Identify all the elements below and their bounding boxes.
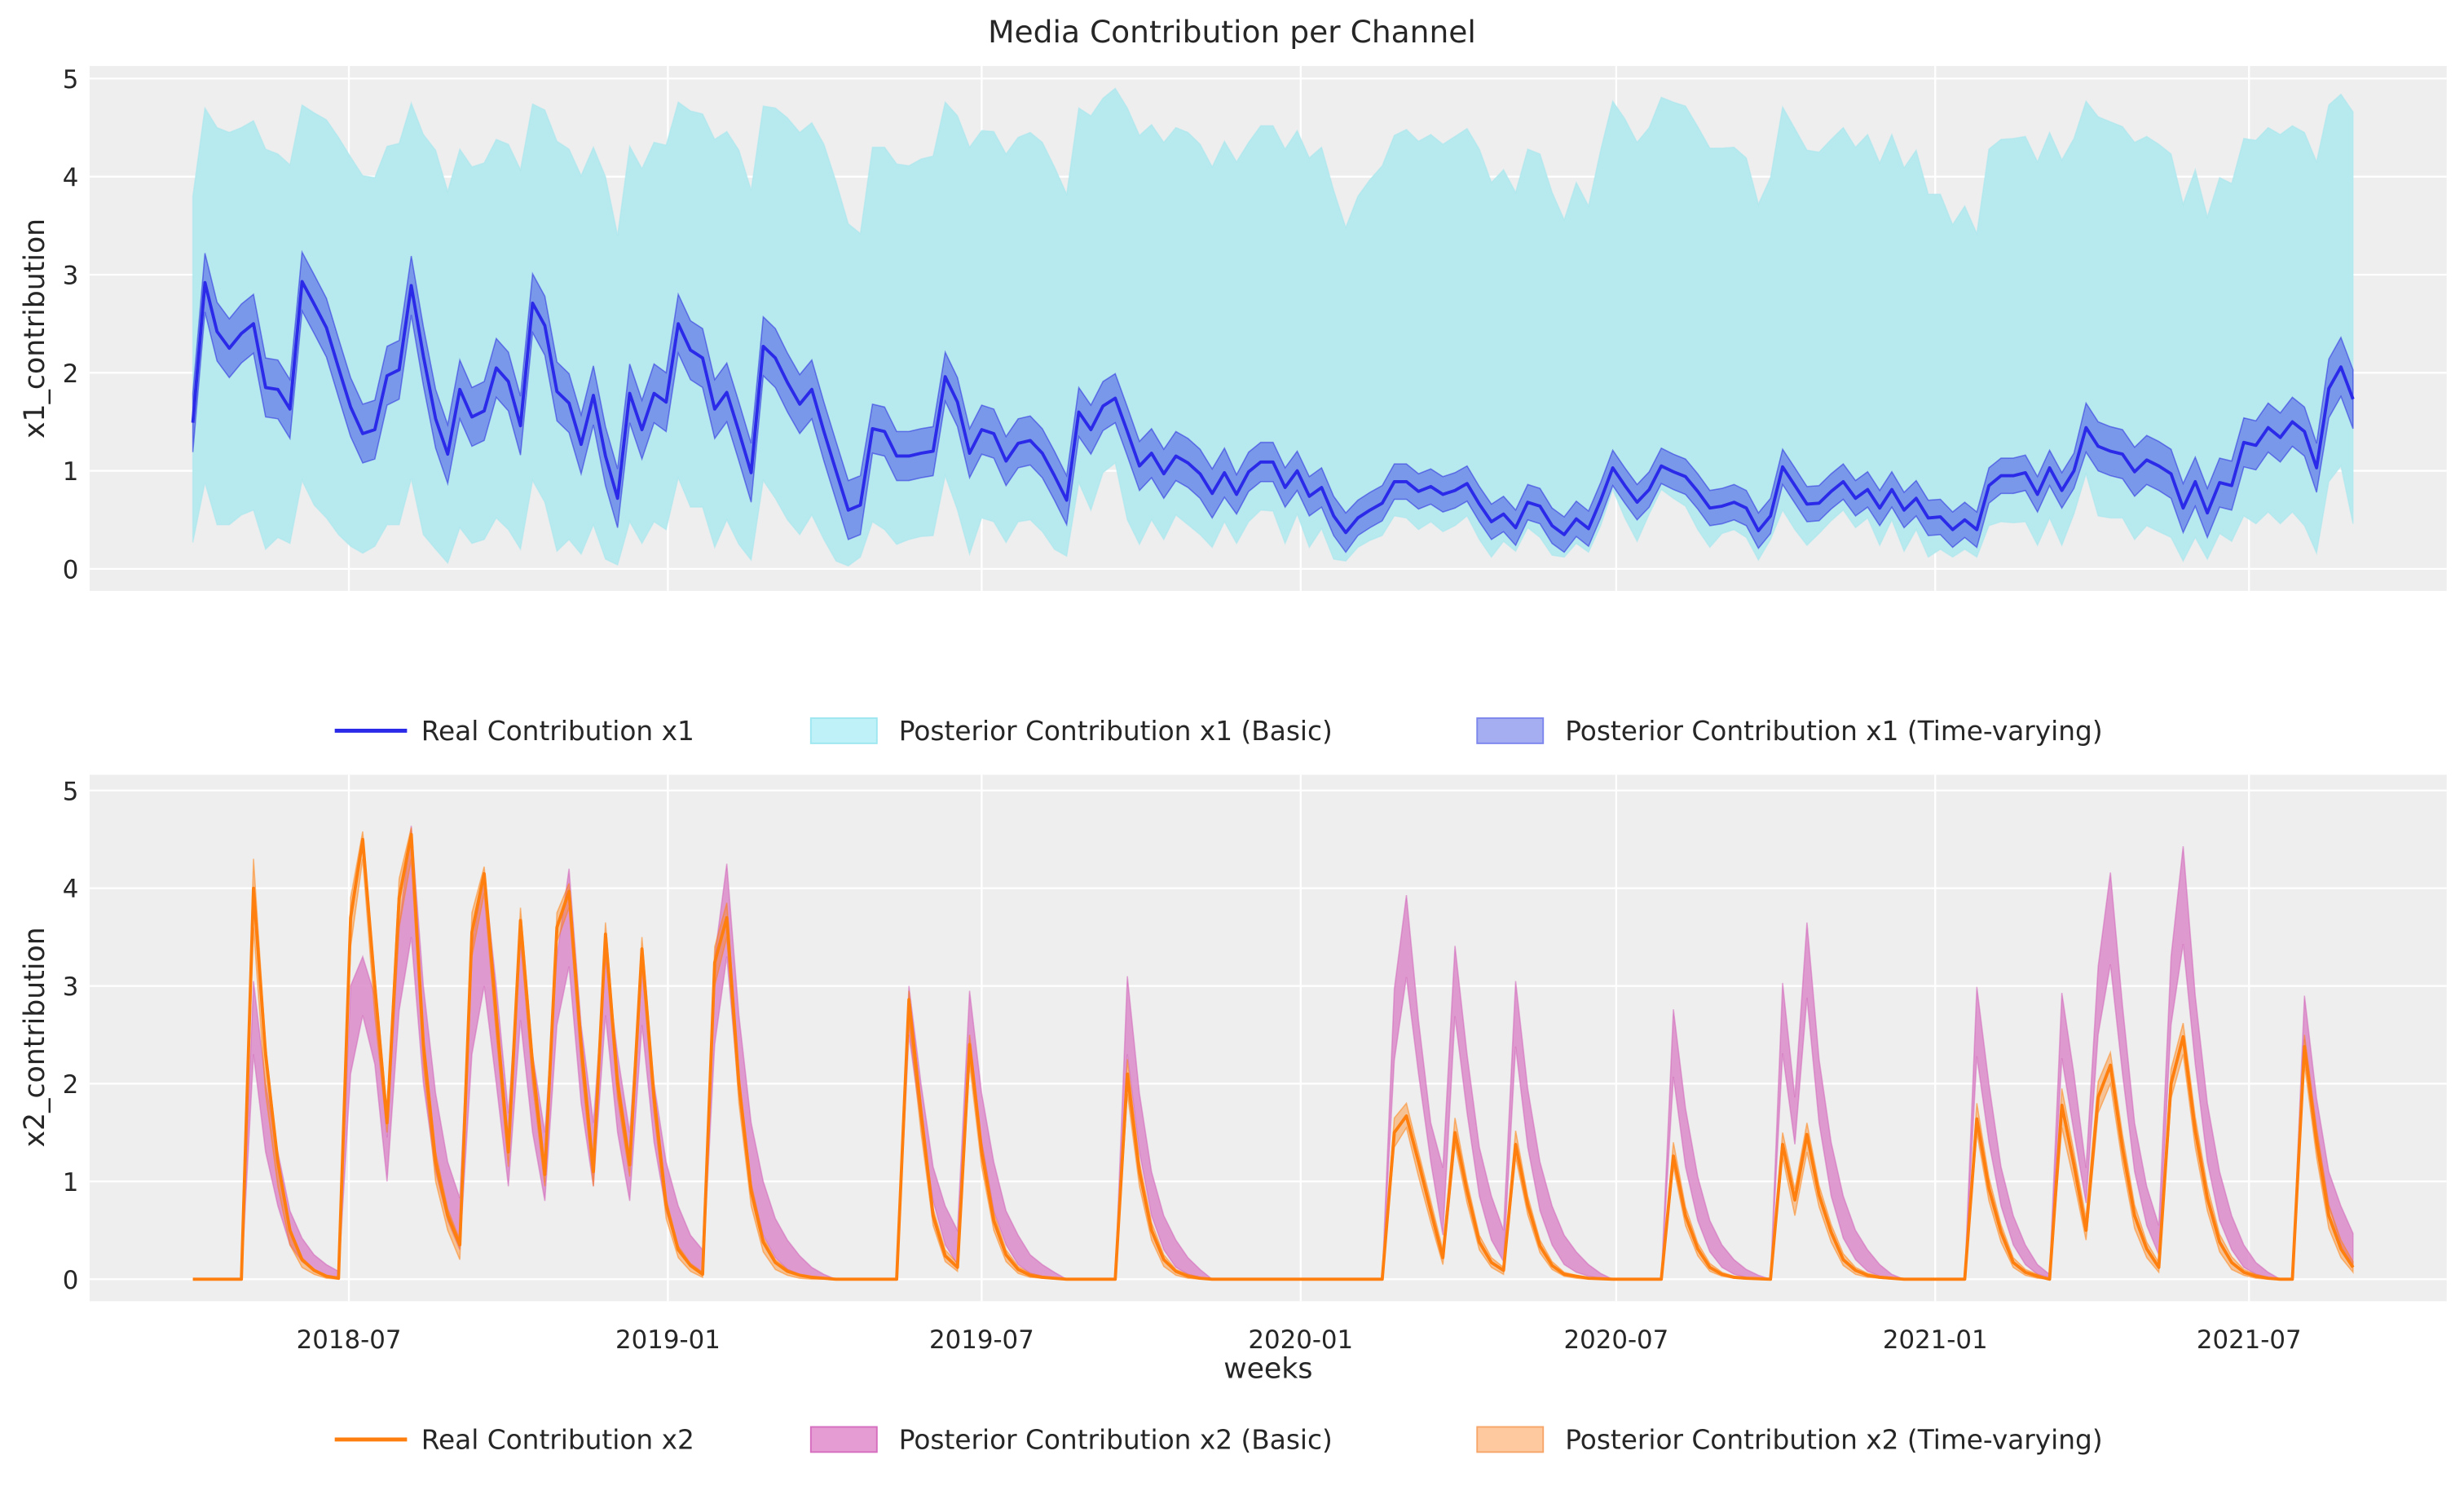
y-tick-label: 1: [63, 457, 79, 487]
x-tick-label: 2020-01: [1248, 1325, 1353, 1355]
legend-label-basic-x2: Posterior Contribution x2 (Basic): [899, 1425, 1333, 1456]
legend-x1: Real Contribution x1 Posterior Contribut…: [334, 716, 2103, 747]
x-tick-label: 2021-01: [1883, 1325, 1988, 1355]
line-real-contribution: [191, 280, 2355, 536]
series-marks: [192, 825, 2355, 1281]
y-tick-label: 3: [63, 262, 79, 291]
y-tick-labels: 0 1 2 3 4 5: [63, 777, 79, 1295]
y-tick-label: 5: [63, 65, 79, 95]
legend-label-tv-x2: Posterior Contribution x2 (Time-varying): [1565, 1425, 2102, 1456]
line-real-contribution: [192, 832, 2355, 1281]
y-tick-label: 2: [63, 1070, 79, 1100]
y-tick-label: 2: [63, 359, 79, 389]
band-basic-posterior: [192, 87, 2354, 567]
y-tick-label: 4: [63, 163, 79, 192]
legend-swatch-tv-x2: [1476, 1426, 1545, 1453]
legend-swatch-tv-x1: [1476, 717, 1545, 744]
y-tick-label: 5: [63, 777, 79, 806]
series-marks: [191, 87, 2355, 567]
y-tick-labels: 0 1 2 3 4 5: [63, 65, 79, 584]
legend-label-basic-x1: Posterior Contribution x1 (Basic): [899, 716, 1333, 747]
x-tick-labels: 2018-07 2019-01 2019-07 2020-01 2020-07 2021-…: [297, 1325, 2302, 1355]
x-axis-label: weeks: [1223, 1353, 1312, 1386]
x-tick-label: 2019-07: [929, 1325, 1034, 1355]
legend-x2: Real Contribution x2 Posterior Contribut…: [334, 1425, 2103, 1456]
x-tick-label: 2020-07: [1563, 1325, 1668, 1355]
legend-label-tv-x1: Posterior Contribution x1 (Time-varying): [1565, 716, 2102, 747]
bottom-axes-x2: 0 1 2 3 4 5 2018-07 2019-01 2019-07 2020-01 2020-…: [19, 774, 2447, 1386]
plot-area-background: [89, 774, 2447, 1302]
legend-label-real-x2: Real Contribution x2: [421, 1425, 694, 1456]
chart-title: Media Contribution per Channel: [988, 14, 1476, 50]
x-tick-label: 2021-07: [2197, 1325, 2302, 1355]
y-tick-label: 4: [63, 875, 79, 904]
x-tick-label: 2018-07: [297, 1325, 402, 1355]
y-tick-label: 3: [63, 972, 79, 1002]
y-tick-label: 0: [63, 555, 79, 584]
band-time-varying-posterior: [192, 249, 2354, 553]
legend-swatch-basic-x1: [809, 717, 878, 744]
legend-swatch-basic-x2: [809, 1426, 878, 1453]
y-axis-label: x2_contribution: [19, 927, 51, 1147]
y-tick-label: 1: [63, 1168, 79, 1197]
y-axis-label: x1_contribution: [19, 218, 51, 439]
x-tick-label: 2019-01: [615, 1325, 721, 1355]
legend-label-real-x1: Real Contribution x1: [421, 716, 694, 747]
y-tick-label: 0: [63, 1266, 79, 1295]
top-axes-x1: 0 1 2 3 4 5 x1_contribution: [19, 65, 2447, 591]
